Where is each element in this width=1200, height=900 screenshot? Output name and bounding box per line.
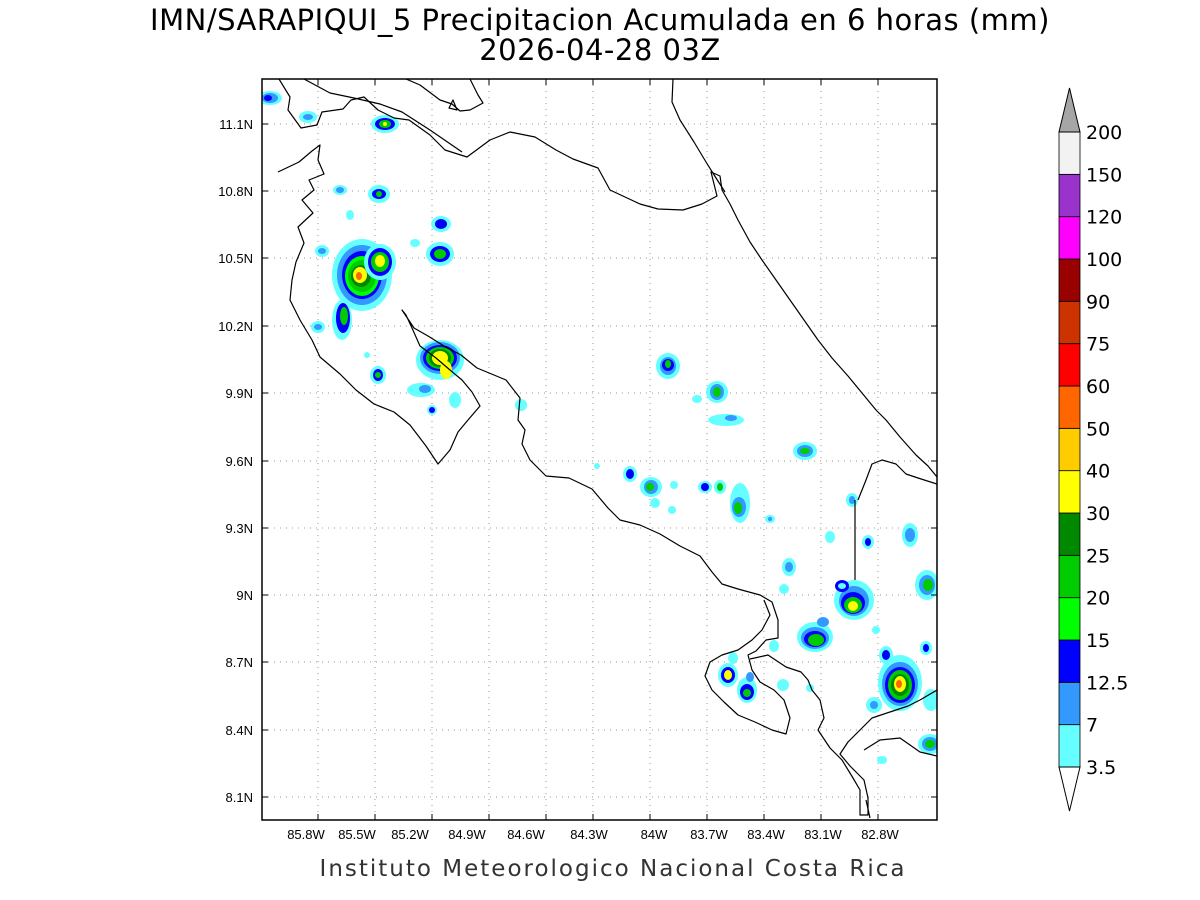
y-tick-label: 10.2N xyxy=(218,319,253,334)
map-frame xyxy=(261,78,938,821)
y-tick-label: 9.6N xyxy=(226,454,253,469)
legend-top-arrow xyxy=(1058,87,1081,133)
legend-label: 12.5 xyxy=(1086,672,1128,694)
precip-cell xyxy=(656,353,680,379)
legend-swatch xyxy=(1058,597,1081,641)
x-tick-label: 84.6W xyxy=(507,827,545,842)
x-tick-label: 85.2W xyxy=(391,827,429,842)
x-tick-label: 83.4W xyxy=(747,827,785,842)
legend-label: 50 xyxy=(1086,418,1110,440)
legend-label: 15 xyxy=(1086,630,1110,652)
legend-label: 90 xyxy=(1086,291,1110,313)
legend-label: 200 xyxy=(1086,122,1122,144)
precip-cell xyxy=(431,216,451,232)
precip-cell xyxy=(332,239,396,311)
legend-label: 150 xyxy=(1086,164,1122,186)
legend-label: 100 xyxy=(1086,249,1122,271)
legend-swatch xyxy=(1058,385,1081,429)
legend-swatch xyxy=(1058,427,1081,472)
chart-title: IMN/SARAPIQUI_5 Precipitacion Acumulada … xyxy=(150,3,1050,37)
y-tick-label: 8.1N xyxy=(226,790,253,805)
y-tick-label: 9N xyxy=(236,588,253,603)
y-tick-label: 11.1N xyxy=(219,117,253,132)
precip-cell xyxy=(368,185,390,203)
legend-swatch xyxy=(1058,258,1081,302)
legend-swatch xyxy=(1058,681,1081,726)
legend-swatch xyxy=(1058,216,1081,260)
legend-label: 60 xyxy=(1086,376,1110,398)
color-legend: 3.5 7 12.5 15 20 25 30 40 50 60 75 90 100 120 150 200 xyxy=(1058,87,1128,812)
legend-swatch xyxy=(1058,512,1081,556)
tick-marks xyxy=(262,79,937,820)
y-tick-label: 8.4N xyxy=(226,723,253,738)
precip-cell xyxy=(332,300,352,340)
legend-label: 25 xyxy=(1086,545,1110,567)
legend-label: 20 xyxy=(1086,588,1110,610)
precip-cell xyxy=(797,622,833,652)
x-tick-label: 82.8W xyxy=(861,827,899,842)
precip-cell xyxy=(416,340,464,380)
y-tick-label: 10.8N xyxy=(218,184,253,199)
y-tick-label: 10.5N xyxy=(218,251,253,266)
legend-swatch xyxy=(1058,300,1081,345)
x-tick-label: 84W xyxy=(641,827,668,842)
legend-swatch xyxy=(1058,343,1081,387)
x-tick-label: 84.3W xyxy=(570,827,608,842)
precip-cell xyxy=(262,91,282,105)
x-tick-label: 84.9W xyxy=(448,827,486,842)
x-tick-label: 85.5W xyxy=(338,827,376,842)
coastlines xyxy=(277,79,937,819)
legend-label: 75 xyxy=(1086,334,1110,356)
legend-label: 40 xyxy=(1086,461,1110,483)
legend-swatch xyxy=(1058,724,1081,768)
precip-cell xyxy=(426,242,454,266)
legend-swatch xyxy=(1058,554,1081,599)
x-tick-label: 83.7W xyxy=(690,827,728,842)
legend-label: 120 xyxy=(1086,207,1122,229)
legend-swatch xyxy=(1058,173,1081,218)
y-tick-label: 9.9N xyxy=(226,386,253,401)
legend-labels: 3.5 7 12.5 15 20 25 30 40 50 60 75 90 100 120 150 200 xyxy=(1086,122,1128,779)
legend-swatch xyxy=(1058,470,1081,514)
grid-lines xyxy=(262,79,937,820)
legend-label: 7 xyxy=(1086,715,1098,737)
legend-swatch xyxy=(1058,131,1081,175)
precip-cell xyxy=(718,663,738,687)
y-tick-label: 8.7N xyxy=(226,655,253,670)
precip-cell xyxy=(737,677,757,703)
legend-bottom-arrow xyxy=(1058,766,1081,812)
legend-swatch xyxy=(1058,639,1081,683)
legend-swatches xyxy=(1058,131,1081,768)
x-axis-labels: 85.8W 85.5W 85.2W 84.9W 84.6W 84.3W 84W … xyxy=(287,827,899,842)
x-tick-label: 85.8W xyxy=(287,827,325,842)
precipitation-field xyxy=(262,91,937,764)
legend-label: 3.5 xyxy=(1086,757,1116,779)
legend-label: 30 xyxy=(1086,503,1110,525)
precip-cell xyxy=(371,115,399,133)
x-tick-label: 83.1W xyxy=(804,827,842,842)
chart-subtitle: 2026-04-28 03Z xyxy=(479,33,721,67)
precip-cell xyxy=(878,655,922,711)
y-tick-label: 9.3N xyxy=(226,521,253,536)
footer-credit: Instituto Meteorologico Nacional Costa R… xyxy=(319,856,907,882)
y-axis-labels: 11.1N 10.8N 10.5N 10.2N 9.9N 9.6N 9.3N 9… xyxy=(218,117,253,805)
